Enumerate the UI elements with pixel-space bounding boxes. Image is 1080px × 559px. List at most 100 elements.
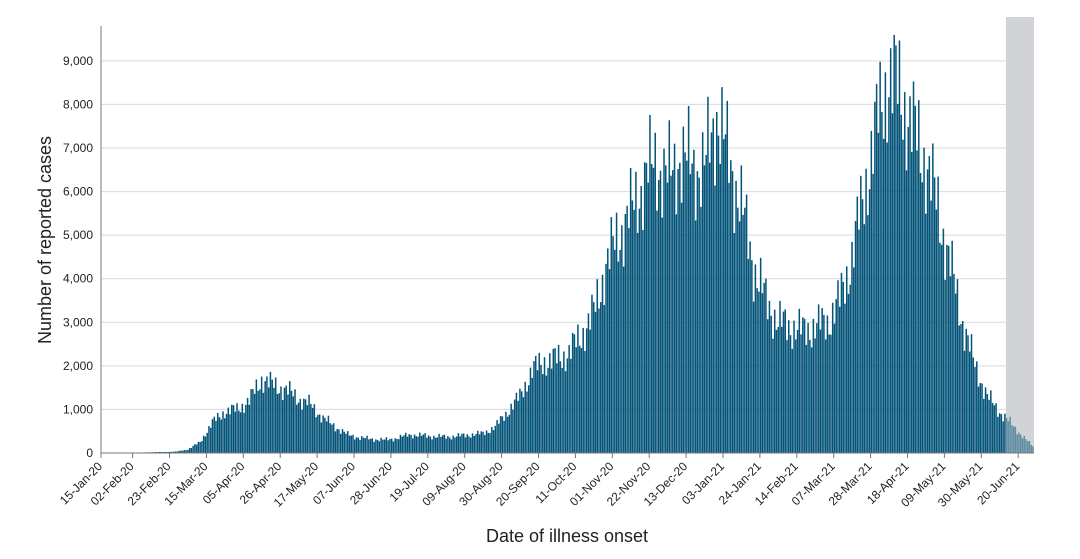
bar (431, 439, 433, 453)
bar (963, 350, 966, 453)
bar (643, 162, 646, 454)
bar (798, 308, 801, 453)
bar (403, 435, 405, 453)
bar (995, 403, 997, 453)
bar (204, 436, 207, 453)
bar (954, 293, 957, 453)
bar (833, 323, 836, 453)
bar (863, 224, 866, 453)
bar (879, 61, 881, 454)
bar (868, 189, 871, 454)
bar (733, 233, 736, 453)
bar (675, 214, 678, 453)
bar (998, 413, 1001, 453)
bar (786, 340, 788, 453)
bar (997, 416, 999, 453)
bar (433, 435, 435, 453)
bar (650, 164, 653, 453)
bar (770, 315, 772, 453)
bar (816, 323, 818, 453)
bar (679, 162, 681, 453)
bar (346, 431, 349, 453)
bar (280, 386, 282, 453)
bar (519, 388, 521, 453)
y-tick-label: 2,000 (63, 359, 93, 373)
bar (341, 429, 344, 453)
bar (376, 439, 379, 453)
bar (383, 439, 386, 453)
bar (615, 212, 618, 453)
bar (888, 97, 890, 453)
bar (744, 207, 746, 453)
bar (805, 344, 808, 453)
bar (740, 165, 743, 453)
y-tick-label: 4,000 (63, 272, 93, 286)
bar (659, 170, 662, 454)
bar (728, 182, 730, 453)
bar (861, 199, 864, 453)
y-tick-label: 9,000 (63, 54, 93, 68)
bar (715, 112, 718, 453)
bar (561, 367, 563, 453)
bar (231, 404, 233, 453)
bar (1021, 438, 1024, 453)
bar (368, 439, 370, 453)
bar (990, 390, 992, 453)
bar (724, 134, 727, 453)
bar (236, 403, 238, 453)
bar (234, 411, 237, 453)
bar (1016, 434, 1018, 453)
bar (220, 419, 222, 453)
bar (684, 152, 686, 453)
bar (607, 248, 609, 453)
incomplete-data-shade (1005, 17, 1034, 453)
bar (700, 206, 702, 453)
bar (448, 437, 451, 453)
bar (362, 437, 365, 453)
bar (918, 100, 920, 453)
bar (835, 299, 837, 453)
bar (475, 433, 477, 453)
bar (253, 393, 256, 453)
bar (789, 335, 792, 453)
bar (338, 429, 340, 453)
bar (819, 329, 822, 453)
bar (942, 228, 945, 453)
bar (232, 405, 235, 453)
bar (657, 179, 660, 453)
bar (482, 431, 484, 453)
bar (173, 451, 175, 453)
bar (318, 414, 321, 453)
bar (742, 214, 744, 453)
bar (624, 214, 627, 453)
bar (364, 438, 367, 453)
bar (944, 279, 946, 453)
bar (169, 451, 172, 453)
bar (218, 417, 221, 453)
bar (327, 415, 330, 453)
bar (691, 163, 693, 453)
bar (747, 258, 750, 453)
bar (320, 422, 323, 453)
bar (429, 436, 432, 453)
bar (605, 263, 607, 453)
bar (921, 182, 924, 453)
bar (197, 441, 200, 453)
bar (930, 200, 932, 453)
bar (375, 439, 377, 453)
y-tick-label: 7,000 (63, 141, 93, 155)
bar (158, 451, 161, 453)
bar (775, 329, 778, 453)
bar (559, 361, 562, 453)
bar (1028, 441, 1031, 453)
bar (823, 314, 825, 453)
bar (708, 162, 711, 453)
bar (554, 348, 556, 453)
bar (408, 434, 410, 453)
bar (443, 434, 446, 453)
bar (893, 34, 895, 453)
bar (831, 302, 834, 453)
bar (441, 435, 444, 453)
bar (545, 375, 548, 453)
bar (898, 40, 901, 453)
